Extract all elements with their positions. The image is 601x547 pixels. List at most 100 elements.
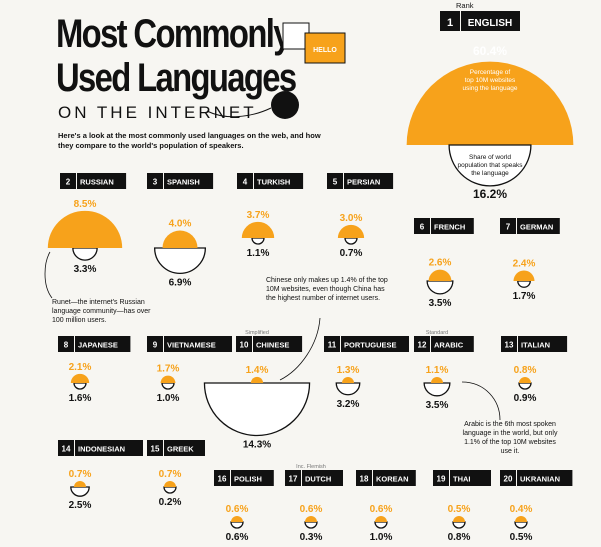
pop-value-japanese: 1.6% [69,393,92,404]
web-value-ukranian: 0.4% [510,504,533,515]
web-value-italian: 0.8% [514,365,537,376]
web-value-portuguese: 1.3% [337,365,360,376]
name-chinese: CHINESE [256,341,289,350]
label-box-thai [433,470,491,486]
pop-value-french: 3.5% [429,298,452,309]
label-box-greek [147,440,205,456]
label-divider-polish [230,470,231,486]
label-box-indonesian [58,440,143,456]
pop-semicircle-english [448,144,532,187]
web-semicircle-persian [337,224,365,238]
label-divider-dutch [301,470,302,486]
label-divider-russian [76,173,77,189]
pop-value-dutch: 0.3% [300,532,323,543]
web-value-german: 2.4% [513,259,536,270]
note-chinese: Chinese only makes up 1.4% of the top 10… [266,277,388,302]
pop-caption-english-0: Share of world [469,154,511,161]
label-box-arabic [414,336,474,352]
web-semicircle-korean [375,516,387,522]
speech-bubble-hello-icon [304,32,346,64]
pop-semicircle-indonesian [70,486,90,497]
web-value-russian: 8.5% [74,199,97,210]
note-arrow-chinese [279,317,321,381]
pop-value-vietnamese: 1.0% [157,393,180,404]
pop-semicircle-turkish [251,237,265,245]
pop-semicircle-dutch [304,521,318,529]
name-russian: RUSSIAN [80,178,114,187]
sub-label-dutch: Inc. Flemish [296,464,326,470]
label-divider-spanish [163,173,164,189]
rank-spanish: 3 [153,178,158,187]
label-box-french [414,218,474,234]
note-arrow-russian [44,251,53,299]
label-divider-turkish [253,173,254,189]
label-box-korean [356,470,416,486]
pop-semicircle-thai [452,521,466,529]
web-semicircle-turkish [241,221,275,238]
web-semicircle-german [513,270,535,281]
name-french: FRENCH [434,223,465,232]
web-semicircle-english [406,61,574,145]
name-english: ENGLISH [468,18,512,29]
web-caption-english-1: top 10M websites [465,77,516,84]
pop-semicircle-portuguese [335,382,361,396]
title-line-1: Most Commonly [56,12,291,56]
rank-greek: 15 [151,445,160,454]
name-arabic: ARABIC [434,341,464,350]
note-russian: Runet—the internet's Russian language co… [52,299,151,324]
intro-text: Here's a look at the most commonly used … [58,131,321,150]
name-portuguese: PORTUGUESE [344,341,397,350]
pop-semicircle-korean [374,521,388,529]
web-value-vietnamese: 1.7% [157,364,180,375]
title-line-2: Used Languages [56,56,297,100]
pop-semicircle-persian [344,237,358,245]
sub-label-arabic: Standard [426,330,448,336]
name-ukranian: UKRANIAN [520,475,560,484]
rank-french: 6 [420,223,425,232]
pop-value-greek: 0.2% [159,497,182,508]
label-divider-japanese [74,336,75,352]
rank-korean: 18 [360,475,369,484]
web-value-chinese: 1.4% [246,365,269,376]
label-divider-thai [449,470,450,486]
label-divider-greek [163,440,164,456]
label-box-vietnamese [147,336,232,352]
web-semicircle-russian [47,210,123,248]
label-divider-chinese [252,336,253,352]
rank-turkish: 4 [243,178,248,187]
rank-label: Rank [456,1,474,10]
pop-caption-english-1: population that speaks [457,162,523,169]
name-spanish: SPANISH [167,178,200,187]
label-divider-portuguese [340,336,341,352]
rank-chinese: 10 [240,341,249,350]
web-semicircle-thai [453,516,465,522]
pop-semicircle-italian [518,382,532,390]
web-semicircle-polish [231,516,243,522]
rank-italian: 13 [505,341,514,350]
web-value-persian: 3.0% [340,213,363,224]
web-semicircle-dutch [305,516,317,522]
web-semicircle-vietnamese [160,375,176,383]
label-box-dutch [285,470,343,486]
name-indonesian: INDONESIAN [78,445,125,454]
mouse-cord-icon [206,107,272,118]
label-divider-french [430,218,431,234]
web-value-thai: 0.5% [448,504,471,515]
web-semicircle-greek [164,481,176,487]
pop-semicircle-arabic [423,382,451,397]
web-value-japanese: 2.1% [69,362,92,373]
pop-value-turkish: 1.1% [247,248,270,259]
pop-value-persian: 0.7% [340,248,363,259]
web-value-spanish: 4.0% [169,219,192,230]
web-value-english: 60.4% [473,44,507,58]
name-korean: KOREAN [376,475,409,484]
name-polish: POLISH [234,475,262,484]
pop-semicircle-japanese [73,382,87,390]
web-value-greek: 0.7% [159,469,182,480]
mouse-icon [271,91,299,119]
web-value-polish: 0.6% [226,504,249,515]
name-greek: GREEK [167,445,194,454]
name-dutch: DUTCH [305,475,331,484]
web-value-korean: 0.6% [370,504,393,515]
